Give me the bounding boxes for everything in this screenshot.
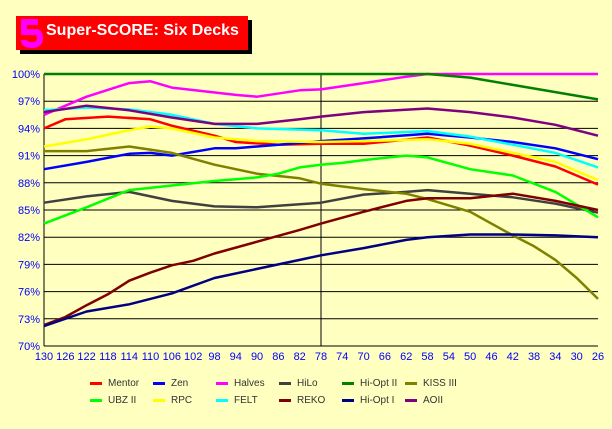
y-tick-label: 70%: [18, 341, 40, 353]
legend-label: RPC: [171, 395, 193, 406]
y-tick-label: 97%: [18, 96, 40, 108]
x-tick-label: 38: [528, 351, 540, 363]
legend-label: Hi-Opt II: [360, 378, 398, 389]
y-tick-label: 94%: [18, 123, 40, 135]
legend-label: FELT: [234, 395, 258, 406]
x-tick-label: 34: [549, 351, 561, 363]
x-tick-label: 114: [120, 351, 138, 363]
legend-swatch: [342, 382, 354, 385]
legend-label: Halves: [234, 378, 265, 389]
legend-item: HiLo: [279, 378, 342, 389]
legend-item: Zen: [153, 378, 216, 389]
legend-item: UBZ II: [90, 395, 153, 406]
x-tick-label: 102: [184, 351, 202, 363]
y-tick-label: 91%: [18, 151, 40, 163]
series-line-hilo: [43, 188, 599, 214]
title-banner: Super-SCORE: Six Decks: [16, 16, 248, 50]
legend: Mentor Zen Halves HiLo Hi-Opt II KISS III UBZ …: [90, 378, 540, 406]
legend-item: Halves: [216, 378, 279, 389]
legend-swatch: [153, 382, 165, 385]
x-tick-label: 46: [485, 351, 497, 363]
series-line-hi-opt-ii: [44, 72, 599, 101]
x-tick-label: 70: [357, 351, 369, 363]
legend-label: REKO: [297, 395, 326, 406]
x-tick-label: 78: [315, 351, 327, 363]
x-tick-label: 90: [251, 351, 263, 363]
y-tick-label: 73%: [18, 314, 40, 326]
series-line-reko: [43, 192, 599, 327]
x-tick-label: 30: [571, 351, 583, 363]
x-tick-label: 58: [421, 351, 433, 363]
series-line-rpc: [43, 125, 599, 182]
legend-item: Hi-Opt I: [342, 395, 405, 406]
legend-label: UBZ II: [108, 395, 137, 406]
legend-swatch: [216, 382, 228, 385]
legend-label: KISS III: [423, 378, 457, 389]
legend-label: Hi-Opt I: [360, 395, 395, 406]
legend-swatch: [405, 382, 417, 385]
x-tick-label: 42: [507, 351, 519, 363]
y-tick-label: 79%: [18, 259, 40, 271]
x-tick-label: 54: [443, 351, 455, 363]
legend-item: FELT: [216, 395, 279, 406]
series-line-kiss-iii: [44, 145, 599, 300]
legend-item: AOII: [405, 395, 468, 406]
x-tick-label: 66: [379, 351, 391, 363]
x-tick-label: 118: [99, 351, 117, 363]
legend-swatch: [153, 399, 165, 402]
x-tick-label: 82: [294, 351, 306, 363]
x-tick-label: 94: [230, 351, 242, 363]
legend-item: REKO: [279, 395, 342, 406]
legend-item: Hi-Opt II: [342, 378, 405, 389]
x-tick-label: 98: [208, 351, 220, 363]
x-tick-label: 62: [400, 351, 412, 363]
y-tick-label: 88%: [18, 178, 40, 190]
super-score-logo: [21, 19, 44, 48]
y-tick-label: 82%: [18, 232, 40, 244]
series-line-zen: [43, 132, 599, 171]
legend-swatch: [342, 399, 354, 402]
legend-item: RPC: [153, 395, 216, 406]
legend-item: Mentor: [90, 378, 153, 389]
legend-swatch: [216, 399, 228, 402]
x-tick-label: 126: [56, 351, 74, 363]
legend-label: AOII: [423, 395, 444, 406]
legend-label: Zen: [171, 378, 189, 389]
x-tick-label: 74: [336, 351, 348, 363]
y-tick-label: 100%: [12, 69, 40, 81]
legend-swatch: [90, 399, 102, 402]
x-tick-label: 122: [77, 351, 95, 363]
series-line-hi-opt-i: [43, 233, 599, 328]
x-tick-label: 106: [163, 351, 181, 363]
series-line-aoii: [43, 104, 599, 137]
legend-swatch: [90, 382, 102, 385]
series-line-ubz-ii: [43, 154, 599, 225]
chart-title: Super-SCORE: Six Decks: [46, 22, 239, 39]
x-tick-label: 26: [592, 351, 604, 363]
legend-label: Mentor: [108, 378, 140, 389]
y-tick-label: 76%: [18, 287, 40, 299]
x-tick-label: 110: [142, 351, 160, 363]
y-tick-label: 85%: [18, 205, 40, 217]
x-tick-label: 86: [272, 351, 284, 363]
legend-swatch: [279, 399, 291, 402]
legend-item: KISS III: [405, 378, 468, 389]
legend-label: HiLo: [297, 378, 318, 389]
legend-swatch: [405, 399, 417, 402]
legend-swatch: [279, 382, 291, 385]
x-tick-label: 130: [35, 351, 53, 363]
x-tick-label: 50: [464, 351, 476, 363]
series-line-halves: [43, 72, 598, 116]
